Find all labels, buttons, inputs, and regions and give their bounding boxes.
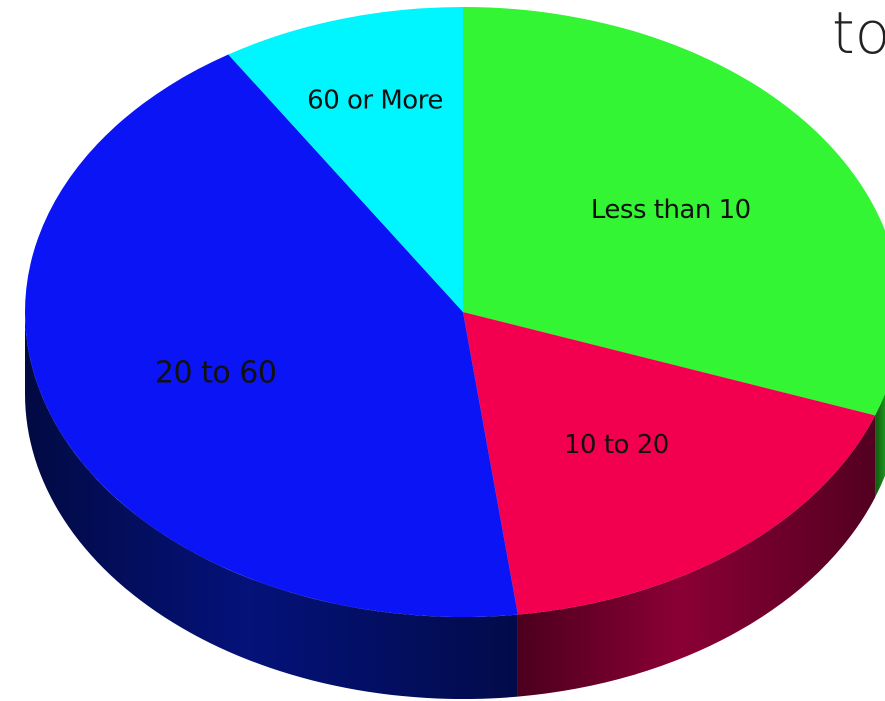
slice-less-than-10[interactable] [463,7,885,416]
slice-side-10-to-20 [517,415,876,697]
pie-tops [25,7,885,618]
slice-60-or-more[interactable] [228,7,463,312]
slice-10-to-20[interactable] [463,312,876,615]
slice-20-to-60[interactable] [25,54,518,618]
slice-label-10-to-20: 10 to 20 [564,430,669,460]
pie-labels: Less than 10 10 to 20 20 to 60 60 or More [155,86,751,460]
slice-label-20-to-60: 20 to 60 [155,356,277,391]
slice-side-20-to-60 [25,312,518,699]
slice-side-less-than-10 [875,393,885,498]
slice-label-60-or-more: 60 or More [307,86,443,116]
corner-text: to [832,0,885,67]
slice-label-less-than-10: Less than 10 [591,195,751,225]
pie-sides [25,312,885,699]
